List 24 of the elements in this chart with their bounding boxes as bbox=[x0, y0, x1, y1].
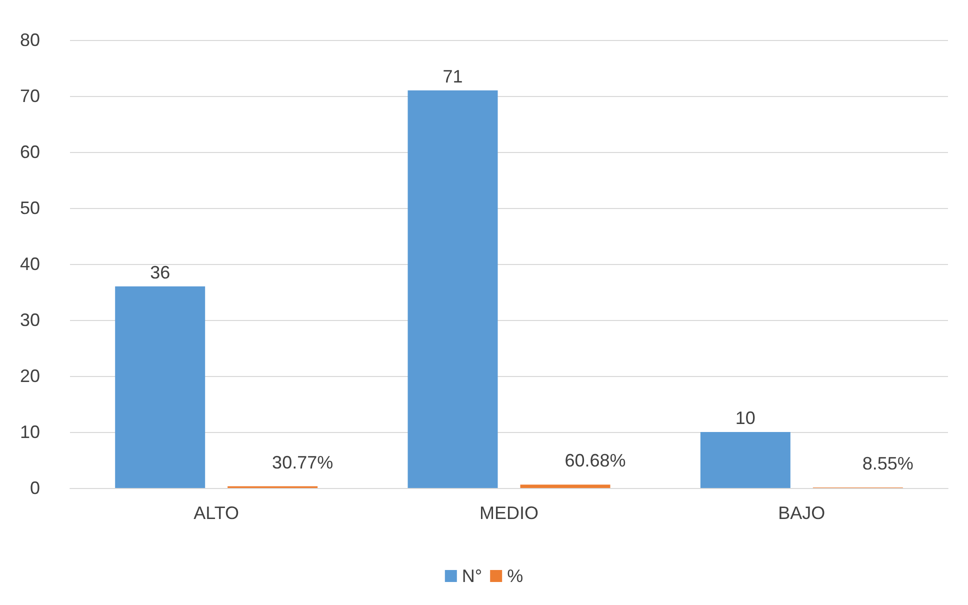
y-tick-label: 60 bbox=[20, 142, 40, 162]
x-tick-label: ALTO bbox=[194, 503, 240, 523]
y-tick-label: 80 bbox=[20, 30, 40, 50]
y-tick-label: 20 bbox=[20, 366, 40, 386]
x-tick-label: BAJO bbox=[778, 503, 826, 523]
y-tick-label: 0 bbox=[30, 478, 40, 498]
data-label: 36 bbox=[150, 262, 170, 282]
x-tick-label: MEDIO bbox=[479, 503, 539, 523]
data-label: 60.68% bbox=[564, 450, 626, 471]
bar bbox=[700, 432, 790, 488]
y-tick-label: 40 bbox=[20, 254, 40, 274]
legend-label: N° bbox=[462, 566, 482, 586]
y-tick-label: 30 bbox=[20, 310, 40, 330]
y-tick-label: 10 bbox=[20, 422, 40, 442]
data-label: 10 bbox=[735, 408, 756, 428]
data-label: 71 bbox=[442, 66, 463, 86]
y-tick-label: 50 bbox=[20, 198, 40, 218]
data-label: 8.55% bbox=[862, 454, 914, 474]
data-label: 30.77% bbox=[272, 452, 334, 472]
bar bbox=[115, 286, 206, 488]
legend-label: % bbox=[507, 566, 524, 586]
bar bbox=[408, 90, 498, 488]
bar bbox=[520, 484, 610, 488]
y-tick-label: 70 bbox=[20, 86, 40, 106]
